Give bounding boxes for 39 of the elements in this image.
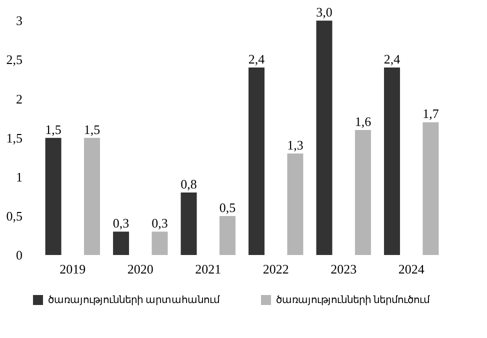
data-label: 1,6 [354,114,372,129]
y-tick-label: 1,5 [6,130,22,146]
data-label: 1,5 [84,122,100,137]
x-tick-label: 2020 [127,262,154,276]
bar [316,20,332,255]
data-label: 1,3 [287,137,304,152]
data-label: 0,8 [180,176,197,192]
bar [248,68,265,255]
bar [152,232,168,255]
x-tick-label: 2022 [262,262,289,276]
legend-label: ծառայությունների ներմուծում [276,295,430,306]
bar [287,153,304,255]
y-tick-label: 2,5 [6,52,22,68]
bar [180,192,197,255]
bar [113,232,130,255]
bar [422,122,439,255]
data-label: 1,5 [45,122,62,137]
data-label: 3,0 [316,4,332,20]
data-label: 0,3 [152,216,168,231]
data-label: 2,4 [248,52,266,66]
data-label: 0,3 [112,216,130,231]
bar [384,68,400,255]
y-tick-label: 0 [16,248,22,262]
bar [45,138,62,255]
y-tick-label: 3 [16,13,22,28]
bar [219,216,236,255]
x-tick-label: 2021 [195,262,222,276]
legend-label: ծառայությունների արտահանում [48,295,220,306]
data-label: 1,7 [422,106,440,122]
bar [84,138,100,255]
x-tick-label: 2019 [60,262,86,276]
y-tick-label: 0,5 [6,208,22,224]
data-label: 2,4 [384,52,401,66]
y-tick-label: 2 [16,91,22,106]
x-tick-label: 2024 [398,262,425,276]
data-label: 0,5 [219,200,236,215]
x-tick-label: 2023 [330,262,357,276]
bar [354,130,371,255]
y-tick-label: 1 [16,169,22,184]
